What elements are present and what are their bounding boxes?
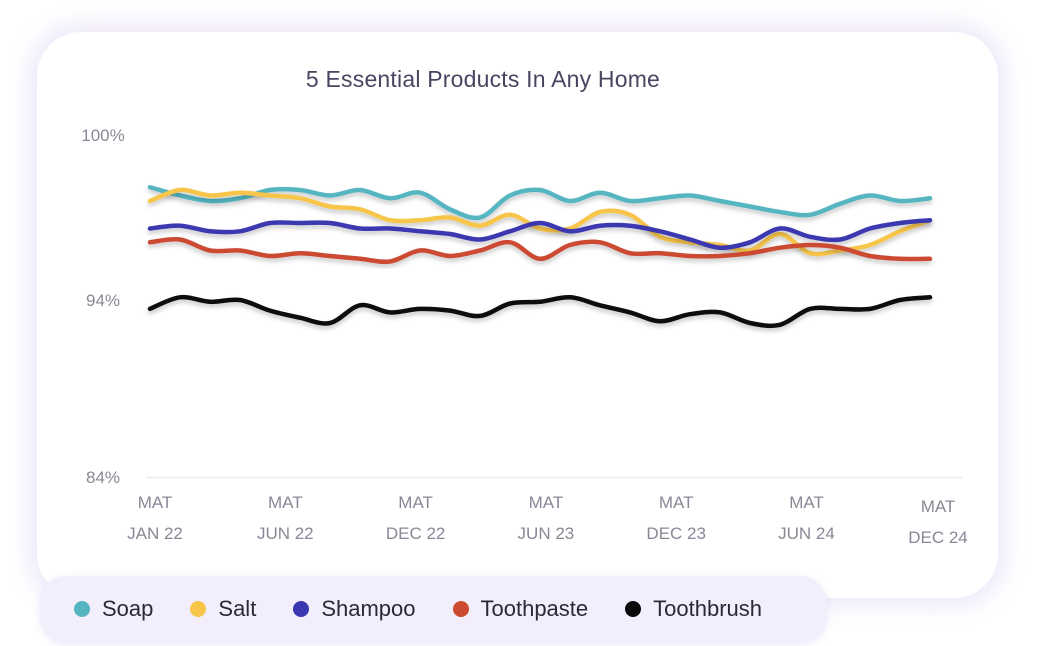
x-tick-label-top: MAT [789, 493, 824, 512]
chart-legend: Soap Salt Shampoo Toothpaste Toothbrush [40, 576, 826, 642]
legend-item-toothpaste: Toothpaste [452, 596, 589, 622]
legend-item-shampoo: Shampoo [293, 596, 416, 622]
series-line-shampoo [147, 217, 933, 250]
series-line-soap [147, 185, 933, 221]
y-tick-label: 100% [81, 126, 124, 145]
series-line-toothbrush [147, 294, 933, 329]
x-tick-label-top: MAT [398, 493, 433, 512]
x-tick-label-top: MAT [268, 493, 303, 512]
legend-dot-icon [625, 601, 642, 617]
x-tick-label-bottom: JUN 24 [778, 524, 835, 543]
legend-item-soap: Soap [74, 596, 153, 622]
legend-item-salt: Salt [190, 596, 256, 622]
chart-title: 5 Essential Products In Any Home [305, 66, 661, 92]
series-line-salt [147, 187, 933, 257]
y-tick-label: 94% [86, 291, 120, 310]
x-tick-label-bottom: DEC 24 [908, 528, 968, 547]
legend-dot-icon [190, 601, 207, 617]
x-tick-label-top: MAT [138, 493, 173, 512]
series-line-toothpaste [147, 236, 933, 265]
legend-label: Shampoo [321, 596, 416, 621]
x-tick-label-bottom: DEC 22 [386, 524, 446, 543]
legend-label: Soap [102, 596, 154, 621]
x-tick-label-bottom: JUN 23 [518, 524, 575, 543]
legend-dot-icon [293, 601, 310, 617]
x-tick-label-bottom: JAN 22 [127, 524, 183, 543]
legend-label: Toothpaste [480, 596, 589, 621]
x-tick-label-bottom: JUN 22 [257, 524, 314, 543]
x-tick-label-top: MAT [529, 493, 564, 512]
chart-card [37, 32, 998, 598]
legend-label: Toothbrush [653, 596, 762, 621]
legend-label: Salt [218, 596, 257, 621]
legend-dot-icon [74, 601, 90, 617]
legend-item-toothbrush: Toothbrush [625, 596, 762, 622]
x-tick-label-top: MAT [921, 497, 956, 516]
legend-dot-icon [452, 601, 469, 617]
x-tick-label-bottom: DEC 23 [646, 524, 706, 543]
y-tick-label: 84% [86, 468, 120, 487]
x-tick-label-top: MAT [659, 493, 694, 512]
